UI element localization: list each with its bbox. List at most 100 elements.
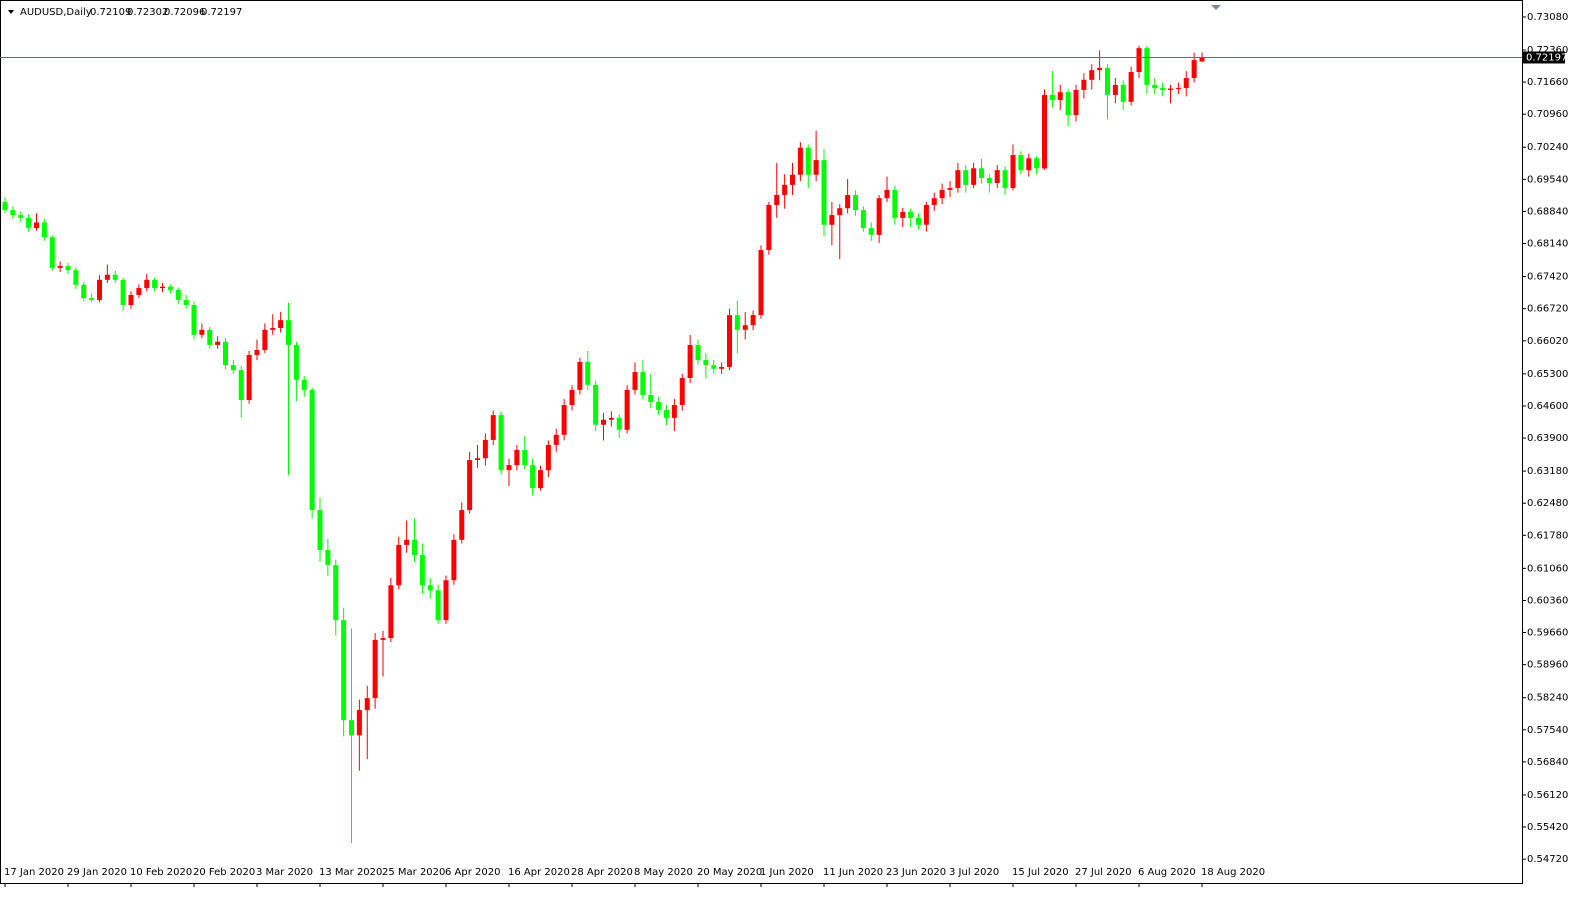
candle-body	[482, 439, 488, 459]
candle-body	[1128, 72, 1134, 102]
candle-body	[750, 315, 756, 326]
candle-body	[1175, 88, 1181, 90]
candle-body	[616, 417, 622, 430]
candle-body	[372, 639, 378, 699]
candle-body	[467, 460, 473, 511]
candle-body	[829, 215, 835, 225]
candle-body	[262, 329, 268, 350]
candle-body	[1191, 60, 1197, 78]
candle-body	[73, 270, 79, 285]
candle-body	[230, 365, 236, 371]
x-tick-label: 27 Jul 2020	[1075, 867, 1132, 878]
y-tick-label: 0.54720	[1527, 854, 1568, 865]
candle-body	[412, 539, 417, 556]
y-tick-label: 0.72360	[1527, 45, 1568, 56]
candle-body	[900, 211, 906, 218]
candle-body	[782, 184, 788, 195]
y-tick-label: 0.69540	[1527, 174, 1568, 185]
candle-body	[459, 510, 465, 540]
x-tick-label: 15 Jul 2020	[1012, 867, 1069, 878]
candle-body	[837, 208, 843, 216]
candle-body	[89, 298, 95, 300]
candle-body	[1152, 84, 1158, 89]
y-tick-label: 0.66720	[1527, 304, 1568, 315]
candle-body	[1042, 94, 1047, 169]
y-tick-label: 0.68140	[1527, 239, 1568, 250]
candle-body	[1049, 94, 1055, 100]
candle-body	[388, 585, 394, 639]
candle-body	[435, 590, 441, 621]
y-tick-label: 0.64600	[1527, 401, 1568, 412]
candle-body	[719, 366, 725, 369]
candle-body	[971, 168, 977, 185]
candle-body	[1081, 79, 1087, 90]
candle-body	[569, 389, 575, 406]
candle-body	[648, 394, 654, 402]
y-tick-label: 0.58240	[1527, 693, 1568, 704]
x-tick-label: 28 Apr 2020	[571, 867, 633, 878]
candle-body	[671, 405, 677, 418]
candle-body	[356, 710, 362, 736]
plot-frame	[0, 0, 1523, 884]
y-tick-label: 0.56840	[1527, 757, 1568, 768]
candle-body	[514, 449, 520, 466]
candle-body	[1089, 70, 1095, 80]
y-tick-label: 0.59660	[1527, 628, 1568, 639]
y-tick-label: 0.68840	[1527, 206, 1568, 217]
candle-body	[380, 638, 386, 640]
candle-body	[270, 327, 276, 330]
candle-body	[916, 217, 921, 225]
candle-body	[561, 405, 567, 435]
candle-body	[120, 279, 126, 306]
candle-body	[160, 286, 165, 289]
candle-body	[923, 205, 929, 225]
candle-body	[1144, 48, 1150, 85]
x-tick-label: 20 Feb 2020	[193, 867, 255, 878]
candle-body	[601, 419, 606, 425]
candle-body	[215, 341, 221, 345]
candle-body	[1160, 88, 1166, 90]
candle-body	[727, 315, 732, 367]
chart-title: AUDUSD,Daily	[20, 7, 92, 18]
candle-body	[522, 449, 528, 466]
candle-body	[687, 344, 693, 378]
candle-body	[1112, 84, 1118, 95]
candle-body	[317, 510, 323, 550]
candle-body	[144, 279, 150, 289]
candle-body	[112, 274, 118, 280]
candle-body	[167, 286, 173, 290]
candle-body	[238, 370, 244, 400]
candle-body	[475, 458, 480, 461]
candle-body	[845, 194, 851, 209]
candle-body	[57, 266, 63, 268]
candle-body	[821, 160, 827, 225]
y-tick-label: 0.66020	[1527, 336, 1568, 347]
candle-body	[443, 580, 449, 621]
candle-body	[805, 147, 811, 175]
candle-body	[813, 160, 819, 175]
x-tick-label: 8 May 2020	[634, 867, 693, 878]
y-tick-label: 0.61060	[1527, 563, 1568, 574]
candle-body	[128, 294, 134, 306]
candle-body	[545, 444, 551, 471]
candle-body	[664, 410, 669, 418]
candle-body	[908, 211, 914, 218]
candle-body	[325, 549, 331, 566]
candle-body	[1073, 89, 1079, 116]
candle-body	[65, 266, 71, 271]
candle-body	[994, 170, 1000, 184]
candle-body	[538, 470, 543, 489]
menu-arrow	[8, 10, 14, 14]
candle-body	[1120, 84, 1126, 102]
candle-body	[26, 217, 32, 228]
y-tick-label: 0.73080	[1527, 12, 1568, 23]
y-tick-label: 0.71660	[1527, 77, 1568, 88]
candle-body	[246, 355, 252, 400]
candle-body	[1026, 158, 1032, 171]
high-value: 0.72302	[127, 7, 168, 18]
candle-body	[207, 329, 213, 345]
low-value: 0.72096	[164, 7, 205, 18]
candle-body	[1105, 67, 1110, 95]
candle-body	[254, 349, 260, 356]
candle-body	[364, 698, 370, 711]
